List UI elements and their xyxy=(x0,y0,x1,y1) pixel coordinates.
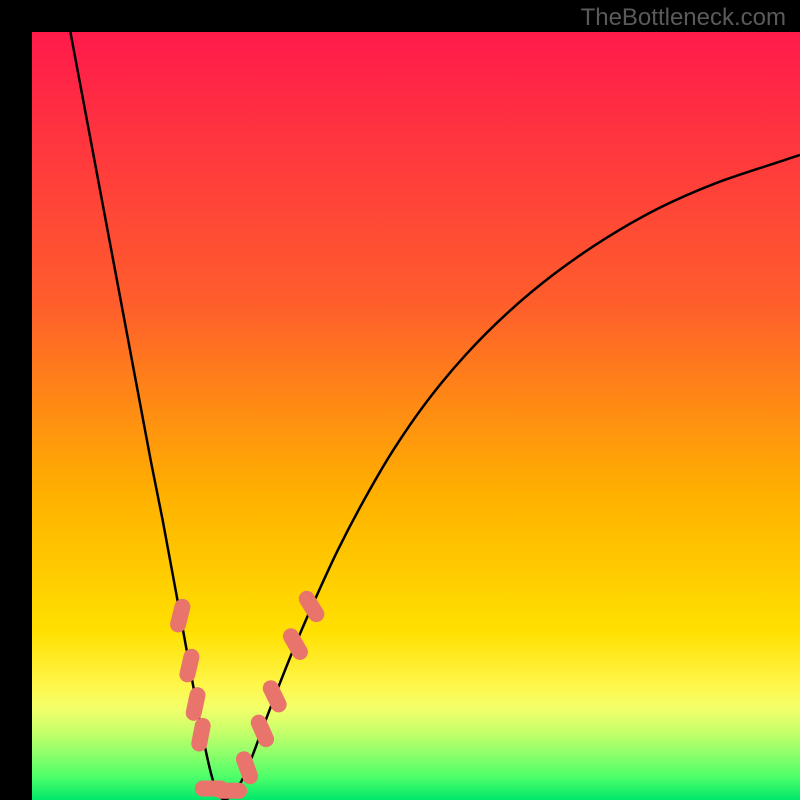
watermark-text: TheBottleneck.com xyxy=(581,4,786,32)
plot-gradient-area xyxy=(32,32,800,800)
